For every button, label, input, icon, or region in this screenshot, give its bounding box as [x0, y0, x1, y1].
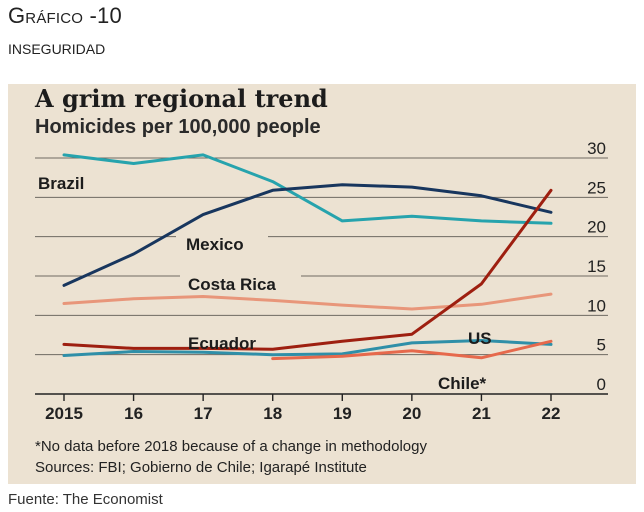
series-line-brazil: [62, 153, 553, 225]
series-line-costa_rica: [62, 292, 553, 311]
series-line-mexico: [62, 183, 553, 287]
x-tick-label: 22: [542, 404, 561, 423]
y-tick-label: 0: [597, 375, 606, 394]
x-tick-label: 2015: [45, 404, 83, 423]
y-tick-label: 5: [597, 336, 606, 355]
series-label-mexico: Mexico: [186, 235, 244, 254]
series-label-costa_rica: Costa Rica: [188, 275, 276, 294]
series-label-brazil: Brazil: [38, 174, 84, 193]
x-tick-label: 16: [124, 404, 143, 423]
grid-layer: [35, 157, 608, 401]
y-tick-label: 10: [587, 296, 606, 315]
document-heading-text: Gráfico -10: [8, 3, 122, 28]
chart-subtitle: Homicides per 100,000 people: [35, 116, 321, 138]
x-tick-label: 17: [194, 404, 213, 423]
document-heading: Gráfico -10: [8, 3, 122, 29]
series-line-us: [62, 339, 553, 357]
series-label-ecuador: Ecuador: [188, 334, 256, 353]
series-label-chile: Chile*: [438, 374, 487, 393]
line-chart: 5 10 15 20 25 30 0 2015 16 17 18 19 20 21 22 Brazil Mexi…: [35, 139, 608, 423]
chart-title: A grim regional trend: [35, 84, 328, 113]
series-layer: [62, 153, 553, 361]
x-tick-label: 19: [333, 404, 352, 423]
series-label-us: US: [468, 329, 492, 348]
series-line-chile: [271, 339, 553, 361]
y-tick-label: 15: [587, 257, 606, 276]
y-tick-label: 30: [587, 139, 606, 158]
y-tick-label: 25: [587, 178, 606, 197]
chart-panel: 5 10 15 20 25 30 0 2015 16 17 18 19 20 21 22 Brazil Mexi…: [8, 84, 636, 484]
x-tick-label: 18: [263, 404, 282, 423]
x-tick-label: 20: [402, 404, 421, 423]
x-tick-label: 21: [472, 404, 491, 423]
document-subheading: INSEGURIDAD: [8, 41, 106, 57]
chart-sources: Sources: FBI; Gobierno de Chile; Igarapé…: [35, 459, 367, 476]
chart-footnote: *No data before 2018 because of a change…: [35, 438, 427, 455]
series-line-ecuador: [62, 188, 553, 351]
source-credit: Fuente: The Economist: [8, 491, 163, 508]
label-layer: 5 10 15 20 25 30 0 2015 16 17 18 19 20 21 22 Brazil Mexi…: [38, 139, 606, 423]
y-tick-label: 20: [587, 218, 606, 237]
